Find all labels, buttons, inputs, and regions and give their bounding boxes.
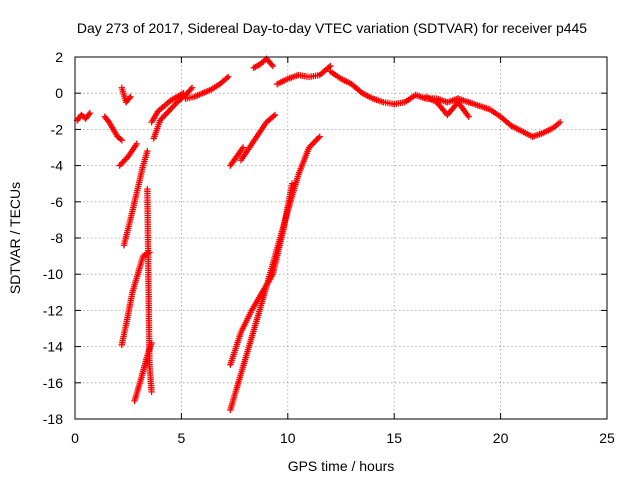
chart-title: Day 273 of 2017, Sidereal Day-to-day VTE… [77,20,587,36]
series-arc-22 [508,118,564,140]
data-point [270,112,277,120]
y-tick-label: -8 [51,230,64,246]
x-tick-label: 0 [71,430,79,446]
data-point [315,134,322,142]
series-arc-2 [101,113,126,144]
data-point [268,61,275,68]
data-point [313,136,320,143]
series-arc-8 [144,185,155,396]
series-arc-11 [182,73,232,102]
data-point [556,118,564,126]
series-arc-21 [422,93,472,120]
series-arc-7 [116,140,140,169]
y-tick-label: -16 [43,375,63,391]
x-tick-label: 15 [386,430,402,446]
data-point [144,147,151,155]
series-arc-20 [454,95,515,129]
data-point [148,388,155,396]
data-point [225,73,232,81]
data-point [327,62,334,70]
data-point [269,62,277,70]
data-point [85,111,93,118]
series-arc-17 [273,62,334,88]
x-axis-label: GPS time / hours [288,458,395,474]
data-point [86,109,94,117]
x-tick-label: 25 [599,430,615,446]
data-point [117,135,124,143]
series-arc-1 [73,109,94,124]
series-arc-4 [120,147,151,249]
series-arc-10 [150,84,196,142]
data-point [271,111,279,119]
y-tick-label: -18 [43,411,63,427]
data-point [188,84,196,91]
x-tick-label: 5 [178,430,186,446]
data-point [316,133,323,140]
series-arc-16 [250,55,277,72]
data-point [239,144,247,151]
series-arc-15 [227,133,323,414]
data-point [288,180,296,187]
y-axis-label: SDTVAR / TECUs [7,182,23,294]
series-arc-13 [237,111,279,164]
y-tick-label: -14 [43,339,63,355]
data-point [126,94,133,102]
series-arc-18 [327,68,398,108]
data-point [465,113,472,120]
data-point [133,140,140,148]
data-point [308,141,316,148]
data-point [311,138,319,145]
data-point [223,74,230,82]
data-point [187,86,194,93]
data-point [118,137,126,144]
data-point [310,139,317,147]
series-arc-9 [148,90,187,126]
y-tick-label: 0 [55,85,63,101]
data-point [127,93,134,101]
series-arc-12 [227,144,247,169]
series-arc-14 [227,180,296,368]
series-arc-3 [118,84,134,106]
y-tick-label: -10 [43,266,63,282]
y-tick-label: -2 [51,121,64,137]
x-tick-label: 20 [493,430,509,446]
y-tick-label: 2 [55,49,63,65]
y-tick-label: -4 [51,158,64,174]
series-arc-5 [118,249,153,348]
axis-ticks: 0 5 10 15 20 25 -18 -16 -14 -12 -10 -8 -6 -4 -2 0 2 [43,49,615,446]
y-tick-label: -12 [43,302,63,318]
data-points [73,55,564,414]
y-tick-label: -6 [51,194,64,210]
x-tick-label: 10 [280,430,296,446]
